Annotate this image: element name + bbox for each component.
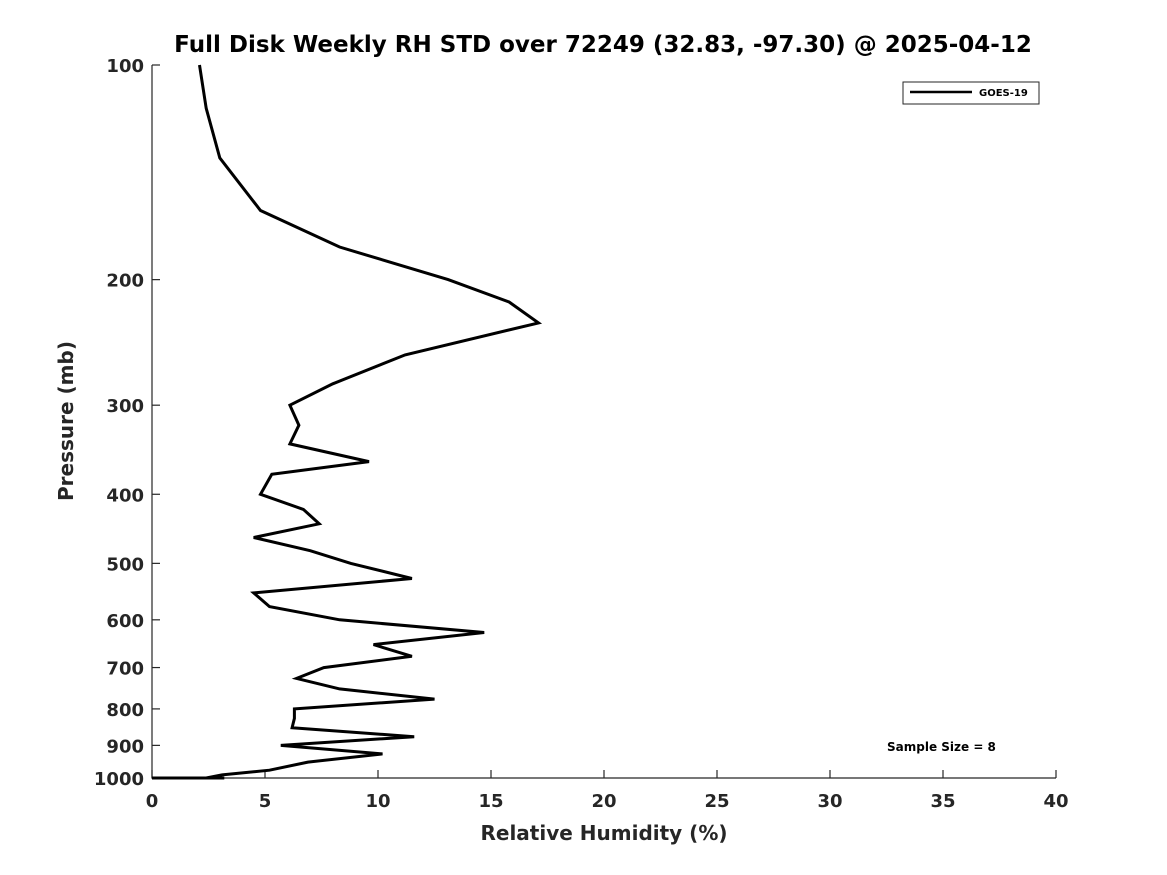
plot-area: 0 5 10 15 20 25 30 35 40 100 200 300 400 500 600 700 80…: [94, 56, 1069, 812]
x-tick-label: 10: [365, 791, 390, 812]
x-tick-label: 40: [1043, 791, 1068, 812]
y-tick-label: 900: [106, 736, 144, 757]
x-tick-label: 25: [704, 791, 729, 812]
x-axis: 0 5 10 15 20 25 30 35 40: [146, 770, 1069, 812]
y-tick-label: 800: [106, 700, 144, 721]
y-axis-label: Pressure (mb): [54, 341, 78, 501]
series-layer: [152, 64, 543, 780]
x-tick-label: 15: [478, 791, 503, 812]
axes-frame: [151, 65, 1056, 779]
y-tick-label: 100: [106, 56, 144, 77]
x-tick-label: 0: [146, 791, 159, 812]
x-tick-label: 35: [930, 791, 955, 812]
x-tick-label: 5: [259, 791, 272, 812]
y-tick-label: 1000: [94, 769, 144, 790]
y-tick-label: 400: [106, 485, 144, 506]
y-tick-label: 300: [106, 396, 144, 417]
sample-size-annotation: Sample Size = 8: [887, 740, 996, 754]
x-axis-label: Relative Humidity (%): [480, 821, 727, 845]
y-tick-label: 500: [106, 554, 144, 575]
y-tick-label: 200: [106, 271, 144, 292]
y-tick-label: 700: [106, 659, 144, 680]
legend-label-goes-19: GOES-19: [979, 88, 1028, 99]
x-tick-label: 30: [817, 791, 842, 812]
x-tick-label: 20: [591, 791, 616, 812]
y-axis: 100 200 300 400 500 600 700 800 900 1000: [94, 56, 160, 790]
chart-title: Full Disk Weekly RH STD over 72249 (32.8…: [174, 32, 1032, 58]
series-line-goes-19: [152, 64, 543, 780]
legend: GOES-19: [902, 81, 1040, 105]
y-tick-label: 600: [106, 611, 144, 632]
